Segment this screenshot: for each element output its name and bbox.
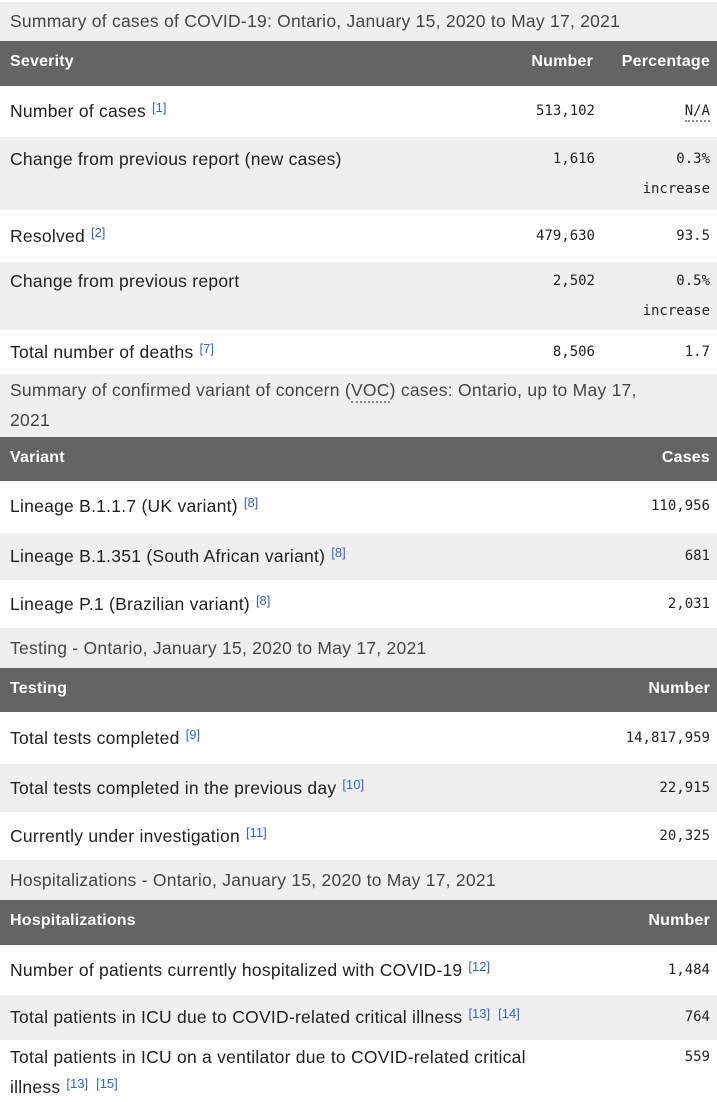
row-label: Lineage P.1 (Brazilian variant) <box>10 594 250 614</box>
reference-link[interactable]: [8] <box>243 495 259 510</box>
row-label: Change from previous report <box>10 271 240 291</box>
percentage-note: increase <box>642 303 710 319</box>
cases-summary-caption: Summary of cases of COVID-19: Ontario, J… <box>0 2 717 41</box>
reference-link[interactable]: [11] <box>246 825 267 840</box>
row-label: Lineage B.1.351 (South African variant) <box>10 546 326 566</box>
number-column-header: Number <box>480 41 595 86</box>
voc-caption: Summary of confirmed variant of concern … <box>0 374 717 437</box>
reference-link[interactable]: [10] <box>342 777 365 792</box>
voc-caption-text-before: Summary of confirmed variant of concern … <box>10 380 351 400</box>
testing-header-row: Testing Number <box>0 668 717 712</box>
cases-column-header: Cases <box>597 437 717 481</box>
variant-column-header: Variant <box>0 437 597 481</box>
row-label: Number of patients currently hospitalize… <box>10 960 463 980</box>
table-row: Total tests completed [9] 14,817,959 <box>0 712 717 764</box>
reference-link[interactable]: [1] <box>152 100 167 115</box>
reference-link[interactable]: [14] <box>498 1006 520 1021</box>
reference-link[interactable]: [7] <box>199 341 214 356</box>
reference-link[interactable]: [8] <box>255 593 271 608</box>
testing-column-header: Testing <box>0 668 597 712</box>
number-value: 764 <box>597 995 717 1040</box>
number-value: 1,616 <box>480 137 595 210</box>
row-label: Total tests completed <box>10 728 180 748</box>
cases-header-row: Severity Number Percentage <box>0 41 717 86</box>
table-row: Lineage P.1 (Brazilian variant) [8] 2,031 <box>0 580 717 628</box>
cases-summary-table: Summary of cases of COVID-19: Ontario, J… <box>0 2 717 374</box>
number-value: 8,506 <box>552 344 595 360</box>
table-row: Lineage B.1.1.7 (UK variant) [8] 110,956 <box>0 481 717 533</box>
table-row: Change from previous report 2,502 0.5% in… <box>0 262 717 330</box>
number-value: 22,915 <box>597 764 717 812</box>
reference-link[interactable]: [13] <box>468 1006 491 1021</box>
row-label: Total tests completed in the previous da… <box>10 778 337 798</box>
table-row: Number of patients currently hospitalize… <box>0 945 717 995</box>
reference-link[interactable]: [15] <box>96 1076 118 1091</box>
hospitalizations-table: Hospitalizations - Ontario, January 15, … <box>0 860 717 1102</box>
voc-header-row: Variant Cases <box>0 437 717 481</box>
number-value: 513,102 <box>535 103 595 119</box>
voc-abbr: VOC <box>350 380 390 403</box>
percentage-value: 93.5 <box>676 228 710 244</box>
table-row: Resolved [2] 479,630 93.5 <box>0 210 717 262</box>
number-value: 14,817,959 <box>625 730 710 746</box>
number-value: 2,502 <box>480 262 595 330</box>
percentage-note: increase <box>642 181 710 197</box>
number-value: 20,325 <box>659 828 710 844</box>
voc-caption-text-after: ) cases: Ontario, up to May 17, 2021 <box>10 380 637 430</box>
testing-table: Testing - Ontario, January 15, 2020 to M… <box>0 628 717 860</box>
cases-value: 110,956 <box>650 498 710 514</box>
percentage-value: 0.3% <box>676 151 710 167</box>
reference-link[interactable]: [13] <box>66 1076 89 1091</box>
percentage-value: 1.7 <box>684 344 710 360</box>
testing-caption-text: Testing - Ontario, January 15, 2020 to M… <box>10 638 427 658</box>
reference-link[interactable]: [8] <box>331 545 346 560</box>
row-label: Lineage B.1.1.7 (UK variant) <box>10 496 238 516</box>
row-label: Resolved <box>10 226 85 246</box>
row-label: Change from previous report (new cases) <box>10 149 342 169</box>
number-value: 1,484 <box>667 962 710 978</box>
row-label: Currently under investigation <box>10 826 241 846</box>
hospitalizations-caption: Hospitalizations - Ontario, January 15, … <box>0 860 717 900</box>
number-column-header: Number <box>597 900 717 945</box>
reference-link[interactable]: [2] <box>90 225 106 240</box>
table-row: Lineage B.1.351 (South African variant) [… <box>0 533 717 580</box>
severity-column-header: Severity <box>0 41 480 86</box>
testing-caption: Testing - Ontario, January 15, 2020 to M… <box>0 628 717 668</box>
table-row: Currently under investigation [11] 20,325 <box>0 812 717 860</box>
row-label: Number of cases <box>10 101 147 121</box>
hospitalizations-caption-text: Hospitalizations - Ontario, January 15, … <box>10 870 496 890</box>
table-row: Change from previous report (new cases) … <box>0 137 717 210</box>
row-label: Total patients in ICU due to COVID-relat… <box>10 1007 463 1027</box>
row-label: Total patients in ICU on a ventilator du… <box>10 1047 526 1097</box>
number-value: 479,630 <box>535 228 595 244</box>
cases-value: 681 <box>597 533 717 580</box>
table-row: Number of cases [1] 513,102 N/A <box>0 86 717 137</box>
hospitalizations-column-header: Hospitalizations <box>0 900 597 945</box>
cases-summary-caption-text: Summary of cases of COVID-19: Ontario, J… <box>10 11 621 31</box>
table-row: Total number of deaths [7] 8,506 1.7 <box>0 330 717 374</box>
voc-table: Summary of confirmed variant of concern … <box>0 374 717 628</box>
number-value: 559 <box>684 1049 710 1065</box>
table-row: Total tests completed in the previous da… <box>0 764 717 812</box>
percentage-value: N/A <box>684 103 710 122</box>
reference-link[interactable]: [9] <box>185 727 201 742</box>
table-row: Total patients in ICU due to COVID-relat… <box>0 995 717 1040</box>
table-row: Total patients in ICU on a ventilator du… <box>0 1040 717 1102</box>
number-column-header: Number <box>597 668 717 712</box>
reference-link[interactable]: [12] <box>468 959 491 974</box>
row-label: Total number of deaths <box>10 342 194 362</box>
hospitalizations-header-row: Hospitalizations Number <box>0 900 717 945</box>
cases-value: 2,031 <box>667 596 710 612</box>
percentage-column-header: Percentage <box>595 41 717 86</box>
percentage-value: 0.5% <box>676 273 710 289</box>
